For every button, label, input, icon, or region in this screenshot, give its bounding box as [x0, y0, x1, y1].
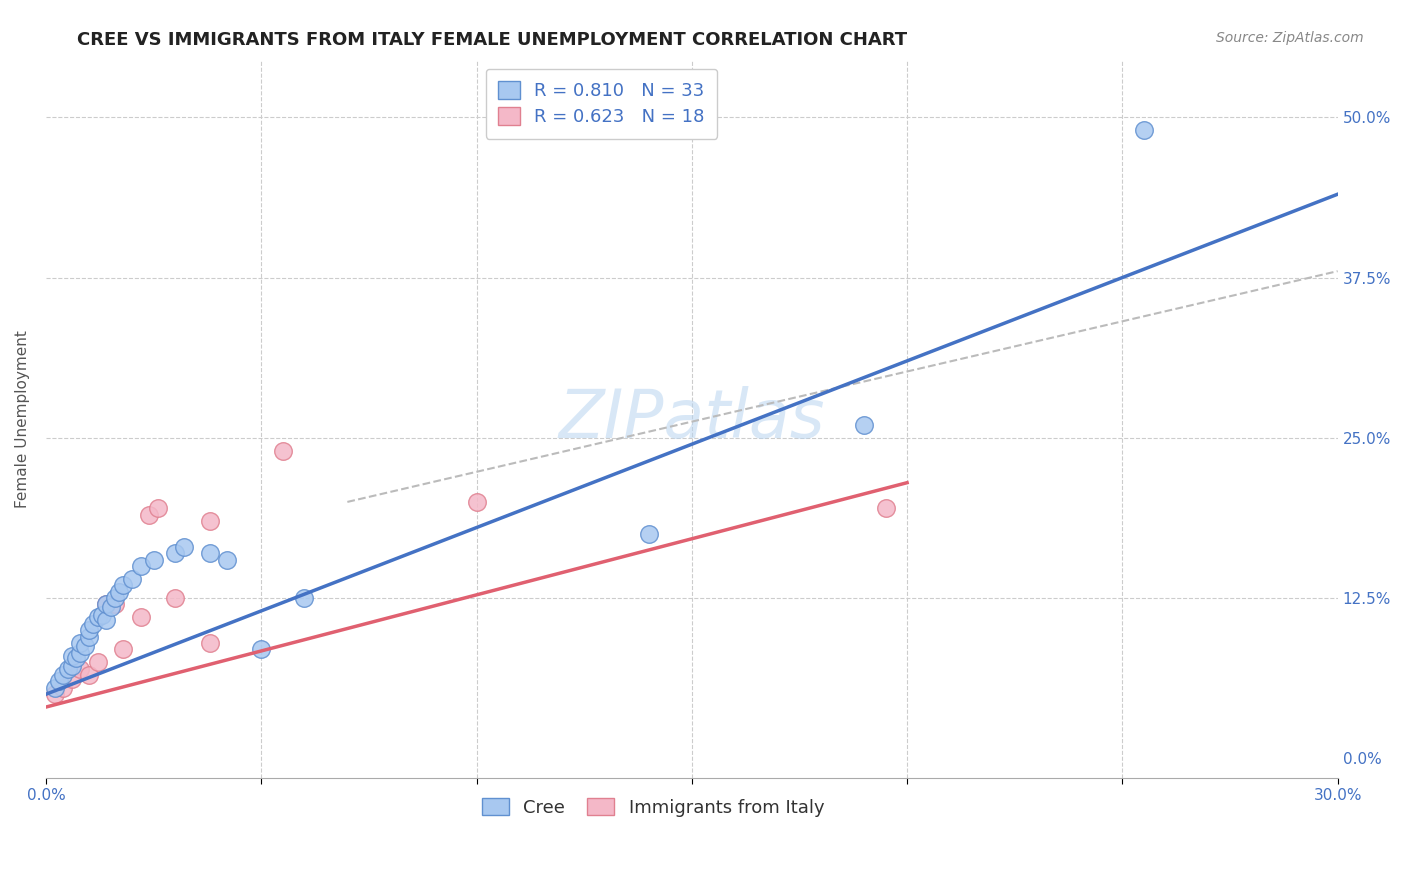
Point — [198, 546, 221, 560]
Point — [250, 642, 273, 657]
Point — [48, 674, 70, 689]
Point — [86, 610, 108, 624]
Text: CREE VS IMMIGRANTS FROM ITALY FEMALE UNEMPLOYMENT CORRELATION CHART: CREE VS IMMIGRANTS FROM ITALY FEMALE UNE… — [77, 31, 907, 49]
Point — [77, 630, 100, 644]
Point — [875, 501, 897, 516]
Point — [77, 623, 100, 637]
Point — [146, 501, 169, 516]
Point — [52, 668, 75, 682]
Point — [60, 648, 83, 663]
Point — [142, 552, 165, 566]
Point — [853, 417, 876, 432]
Text: ZIPatlas: ZIPatlas — [558, 385, 825, 451]
Point — [69, 662, 91, 676]
Point — [96, 598, 118, 612]
Point — [69, 636, 91, 650]
Point — [138, 508, 160, 522]
Point — [104, 598, 127, 612]
Point — [86, 655, 108, 669]
Point — [465, 495, 488, 509]
Point — [173, 540, 195, 554]
Point — [60, 659, 83, 673]
Y-axis label: Female Unemployment: Female Unemployment — [15, 330, 30, 508]
Point — [129, 610, 152, 624]
Point — [73, 639, 96, 653]
Point — [96, 613, 118, 627]
Point — [198, 514, 221, 528]
Point — [44, 687, 66, 701]
Point — [77, 668, 100, 682]
Point — [52, 681, 75, 695]
Point — [637, 527, 659, 541]
Point — [129, 559, 152, 574]
Point — [60, 672, 83, 686]
Point — [104, 591, 127, 605]
Legend: Cree, Immigrants from Italy: Cree, Immigrants from Italy — [472, 789, 834, 826]
Point — [96, 598, 118, 612]
Point — [91, 607, 114, 622]
Point — [121, 572, 143, 586]
Point — [65, 651, 87, 665]
Point — [100, 600, 122, 615]
Point — [108, 584, 131, 599]
Point — [165, 546, 187, 560]
Point — [44, 681, 66, 695]
Point — [1133, 123, 1156, 137]
Point — [198, 636, 221, 650]
Point — [165, 591, 187, 605]
Text: Source: ZipAtlas.com: Source: ZipAtlas.com — [1216, 31, 1364, 45]
Point — [271, 443, 294, 458]
Point — [112, 642, 135, 657]
Point — [82, 616, 104, 631]
Point — [112, 578, 135, 592]
Point — [215, 552, 238, 566]
Point — [69, 646, 91, 660]
Point — [292, 591, 315, 605]
Point — [56, 662, 79, 676]
